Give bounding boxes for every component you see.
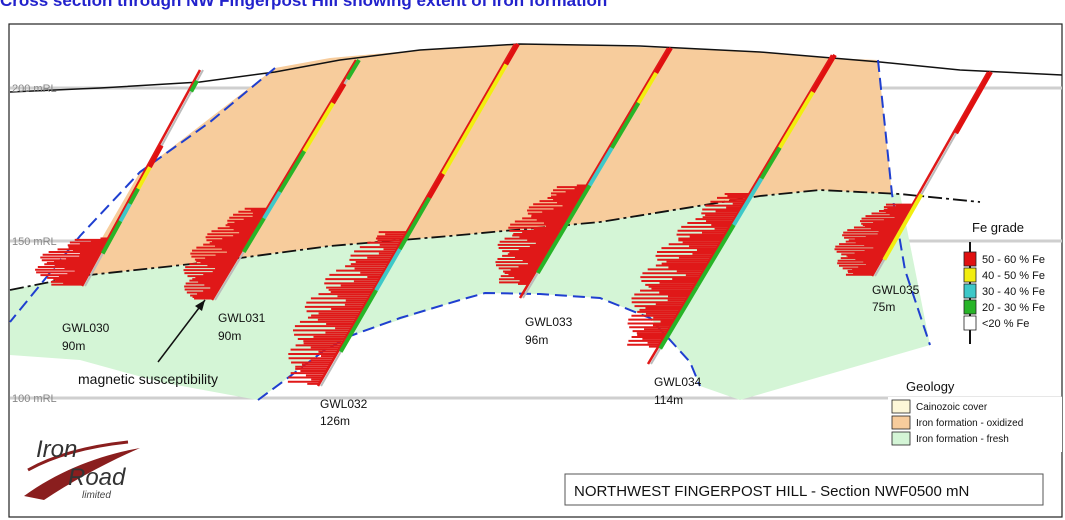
geology-legend-label: Cainozoic cover (916, 402, 988, 413)
grade-interval (778, 91, 815, 149)
grade-interval (441, 63, 508, 175)
rl-label-150: 150 mRL (12, 236, 57, 248)
fe-legend-swatch (963, 283, 977, 299)
grade-interval (759, 146, 782, 180)
hole-trace (316, 43, 517, 387)
logo-text-limited: limited (82, 490, 111, 501)
grade-interval (882, 193, 924, 261)
hole-label-id: GWL030 (62, 321, 110, 335)
fe-legend-title: Fe grade (972, 220, 1024, 235)
geology-legend-swatch (891, 399, 911, 414)
logo-arc-icon (27, 440, 129, 472)
fe-legend-swatch (963, 315, 977, 331)
hole-label-id: GWL031 (218, 311, 266, 325)
fe-grade-legend: Fe grade 50 - 60 % Fe 40 - 50 % Fe 30 - 40… (963, 220, 1045, 344)
grade-interval (262, 190, 282, 220)
grade-interval (118, 202, 132, 223)
drill-hole-gwl030 (35, 69, 204, 287)
grade-interval (811, 53, 837, 94)
drill-hole-gwl032 (287, 43, 520, 387)
magnetic-susceptibility-annotation: magnetic susceptibility (78, 371, 218, 387)
grade-interval (565, 184, 592, 225)
grade-interval (610, 101, 641, 150)
grade-interval (148, 144, 164, 169)
grade-interval (331, 82, 347, 105)
grade-interval (242, 217, 266, 254)
arrow-head-icon (195, 300, 205, 311)
hole-trace (518, 47, 670, 299)
grade-interval (128, 187, 140, 205)
figure-frame (8, 23, 1063, 518)
grade-interval (732, 177, 764, 226)
hole-label-depth: 90m (218, 329, 241, 343)
rl-label-200: 200 mRL (12, 83, 57, 95)
hole-trace (646, 54, 834, 365)
hole-label-id: GWL032 (320, 397, 368, 411)
geology-legend-bg (888, 397, 1062, 452)
grade-interval (636, 71, 658, 105)
hole-trace (80, 69, 202, 287)
geology-legend-label: Iron formation - oxidized (916, 418, 1023, 429)
grade-interval (654, 46, 673, 75)
hole-trace (210, 59, 358, 301)
section-title: NORTHWEST FINGERPOST HILL - Section NWF0… (574, 483, 969, 500)
hole-label-id: GWL034 (654, 375, 702, 389)
geology-legend-swatch (891, 431, 911, 446)
page-title: Cross section through NW Fingerpost Hill… (0, 0, 608, 10)
hole-label-id: GWL033 (525, 315, 573, 329)
grade-interval (189, 79, 199, 93)
section-title-box (564, 473, 1044, 506)
fe-legend-swatch (963, 267, 977, 283)
hole-label-depth: 126m (320, 414, 350, 428)
grade-interval (302, 102, 335, 153)
drill-hole-gwl035 (834, 71, 993, 277)
grade-interval (536, 221, 570, 275)
grade-interval (587, 146, 614, 187)
geology-legend-label: Iron formation - fresh (916, 434, 1009, 445)
grade-interval (136, 166, 152, 190)
grade-interval (338, 289, 378, 353)
grade-interval (374, 248, 402, 292)
drill-hole-gwl033 (495, 46, 673, 299)
grade-interval (278, 150, 306, 194)
hole-label-depth: 114m (654, 393, 683, 407)
fe-legend-label: 40 - 50 % Fe (982, 270, 1045, 282)
logo-swoosh-icon (24, 448, 140, 500)
fe-legend-label: 20 - 30 % Fe (982, 302, 1045, 314)
fe-legend-label: 30 - 40 % Fe (982, 286, 1045, 298)
grade-interval (398, 196, 432, 251)
fe-legend-swatch (963, 251, 977, 267)
logo-text-road: Road (68, 464, 126, 491)
grade-interval (954, 71, 993, 135)
hole-label-id: GWL035 (872, 283, 920, 297)
grade-interval (100, 220, 123, 255)
annotation-arrow (157, 299, 206, 363)
drill-hole-gwl034 (627, 53, 837, 365)
oxidized-iron-formation-zone (80, 44, 892, 276)
grade-interval (504, 43, 520, 66)
logo-text-iron: Iron (36, 436, 77, 463)
rl-label-100: 100 mRL (12, 393, 57, 405)
iron-road-logo: Iron Road limited (24, 436, 140, 501)
drill-holes (35, 43, 993, 387)
grade-interval (658, 285, 699, 350)
grade-interval (345, 58, 361, 81)
hole-trace (870, 71, 990, 277)
hole-label-depth: 75m (872, 300, 895, 314)
geology-legend-swatch (891, 415, 911, 430)
grade-interval (427, 172, 445, 199)
topography-line (9, 43, 1063, 93)
drill-hole-gwl031 (183, 58, 361, 301)
fe-legend-swatch (963, 299, 977, 315)
hole-label-depth: 90m (62, 339, 85, 353)
geology-legend: Geology Cainozoic cover Iron formation - … (888, 379, 1062, 452)
grade-interval (695, 223, 736, 288)
weathering-boundary (9, 189, 981, 291)
hole-label-depth: 96m (525, 333, 548, 347)
geology-legend-title: Geology (906, 379, 955, 394)
fe-legend-label: <20 % Fe (982, 318, 1029, 330)
fe-legend-label: 50 - 60 % Fe (982, 254, 1045, 266)
